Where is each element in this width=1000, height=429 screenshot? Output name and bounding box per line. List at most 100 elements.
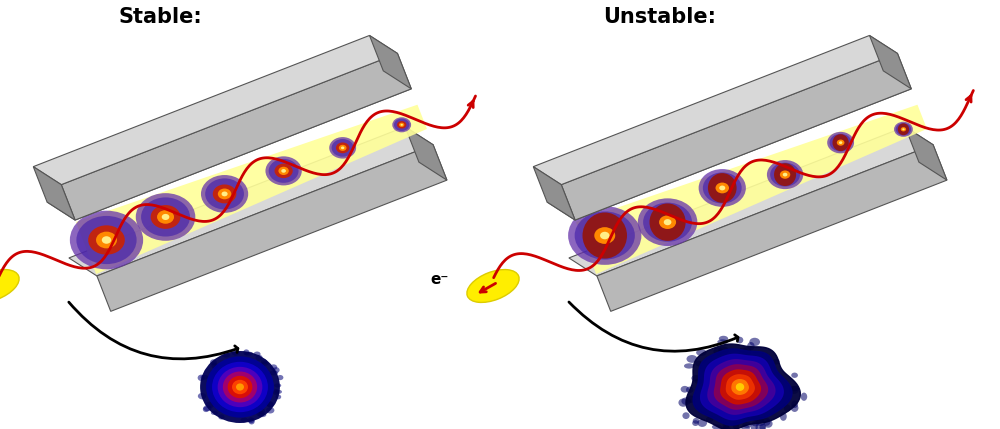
Ellipse shape [205,402,214,408]
Ellipse shape [201,375,208,380]
Ellipse shape [678,399,688,407]
Ellipse shape [583,212,627,259]
Ellipse shape [600,232,609,239]
Ellipse shape [830,134,852,151]
Polygon shape [869,36,911,89]
Ellipse shape [273,367,280,373]
Ellipse shape [708,173,737,203]
Ellipse shape [773,359,780,365]
Ellipse shape [467,269,519,302]
Polygon shape [693,349,792,425]
Polygon shape [533,36,897,184]
Ellipse shape [341,146,344,149]
Ellipse shape [397,121,406,129]
Ellipse shape [339,145,347,151]
Ellipse shape [791,386,799,391]
Ellipse shape [706,417,713,422]
Ellipse shape [694,379,702,384]
Ellipse shape [70,211,143,269]
Ellipse shape [266,407,274,414]
Ellipse shape [399,123,404,127]
Polygon shape [369,36,411,89]
Ellipse shape [659,215,676,229]
Polygon shape [547,71,911,220]
Ellipse shape [801,393,807,401]
Ellipse shape [244,352,253,356]
Ellipse shape [774,163,796,186]
Ellipse shape [741,425,750,429]
Ellipse shape [258,413,266,417]
Ellipse shape [200,351,280,423]
Text: Unstable:: Unstable: [604,7,716,27]
Ellipse shape [281,169,286,173]
Ellipse shape [392,117,411,132]
Ellipse shape [770,163,800,187]
Ellipse shape [742,422,752,428]
Polygon shape [405,127,447,180]
Ellipse shape [638,198,697,246]
Ellipse shape [88,225,125,255]
Polygon shape [69,127,433,276]
Ellipse shape [751,416,760,421]
Polygon shape [721,370,760,404]
Ellipse shape [213,184,236,203]
Ellipse shape [201,175,248,213]
Ellipse shape [248,417,255,423]
Ellipse shape [722,426,731,429]
Polygon shape [533,166,575,220]
Ellipse shape [203,405,212,411]
Ellipse shape [236,384,244,390]
Ellipse shape [270,364,277,370]
Ellipse shape [277,375,283,380]
Text: e⁻: e⁻ [431,272,449,287]
Ellipse shape [699,169,746,207]
Ellipse shape [687,355,697,363]
Polygon shape [33,166,75,220]
Ellipse shape [898,124,909,135]
Polygon shape [732,380,748,394]
Ellipse shape [783,173,787,176]
Ellipse shape [719,185,725,190]
Polygon shape [61,54,411,220]
Ellipse shape [274,384,281,387]
Ellipse shape [719,336,728,341]
Ellipse shape [692,420,699,426]
Ellipse shape [218,367,262,407]
Ellipse shape [717,339,728,344]
Ellipse shape [901,127,906,131]
Ellipse shape [162,214,169,220]
Ellipse shape [222,191,228,196]
Ellipse shape [713,347,723,356]
Ellipse shape [256,411,264,417]
Ellipse shape [265,156,302,185]
Ellipse shape [780,412,787,421]
Ellipse shape [269,159,299,183]
Polygon shape [569,127,933,276]
Ellipse shape [784,405,791,412]
Ellipse shape [332,139,354,157]
Ellipse shape [712,424,722,429]
Ellipse shape [755,417,764,423]
Ellipse shape [764,420,773,428]
Ellipse shape [157,210,174,224]
Ellipse shape [400,124,403,126]
Ellipse shape [0,269,19,302]
Polygon shape [561,54,911,220]
Ellipse shape [894,122,913,137]
Ellipse shape [198,375,205,381]
Ellipse shape [649,203,686,241]
Ellipse shape [681,397,691,405]
Ellipse shape [747,342,755,350]
Ellipse shape [682,412,690,419]
Ellipse shape [266,401,273,407]
Ellipse shape [767,160,803,189]
Ellipse shape [249,419,255,424]
Ellipse shape [681,386,689,393]
Ellipse shape [839,141,842,144]
Polygon shape [597,145,947,311]
Polygon shape [97,145,447,311]
Ellipse shape [256,355,263,361]
Ellipse shape [205,178,244,209]
Ellipse shape [755,423,765,429]
Ellipse shape [722,423,729,429]
